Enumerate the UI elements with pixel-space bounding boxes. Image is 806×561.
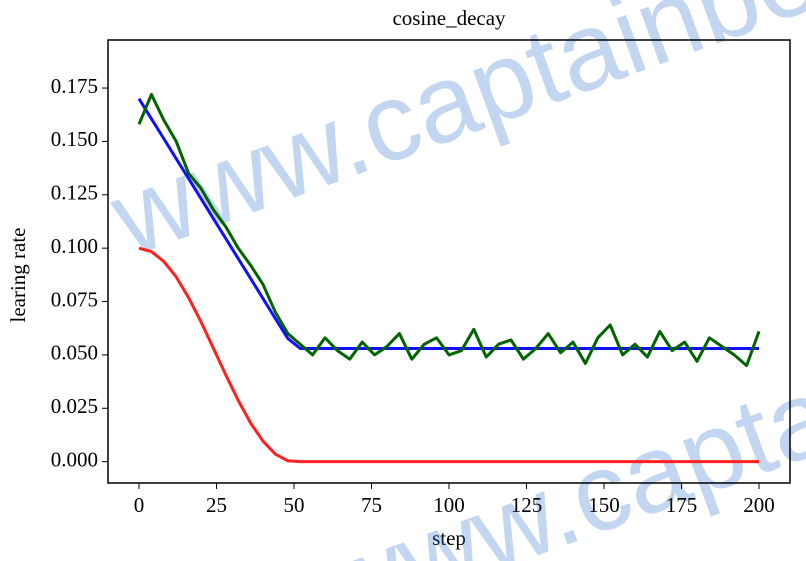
x-axis-label: step	[432, 526, 466, 550]
line	[138, 246, 759, 464]
plot-frame	[107, 39, 791, 484]
y-tick-label: 0.125	[51, 181, 98, 205]
x-tick-label: 75	[361, 493, 382, 517]
x-tick-label: 25	[206, 493, 227, 517]
x-tick-label: 200	[743, 493, 775, 517]
y-tick-label: 0.000	[51, 447, 98, 471]
line	[137, 97, 759, 350]
x-tick-label: 150	[588, 493, 620, 517]
y-tick-label: 0.050	[51, 341, 98, 365]
chart-title: cosine_decay	[392, 6, 506, 30]
y-tick-label: 0.150	[51, 127, 98, 151]
x-tick-label: 175	[666, 493, 698, 517]
x-tick-label: 50	[284, 493, 305, 517]
watermark: www.captainbed.net	[95, 0, 806, 280]
y-axis-label: learing rate	[6, 227, 30, 322]
y-tick-label: 0.100	[51, 234, 98, 258]
line	[137, 92, 761, 368]
x-tick-label: 125	[511, 493, 543, 517]
y-tick-label: 0.075	[51, 287, 98, 311]
y-tick-label: 0.175	[51, 74, 98, 98]
x-tick-label: 100	[433, 493, 465, 517]
y-tick-label: 0.025	[51, 394, 98, 418]
x-tick-label: 0	[134, 493, 145, 517]
